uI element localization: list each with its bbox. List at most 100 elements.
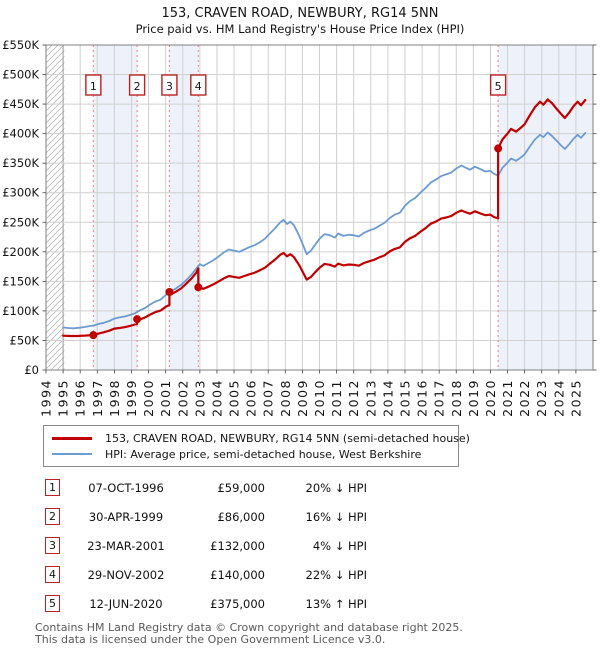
chart-legend: 153, CRAVEN ROAD, NEWBURY, RG14 5NN (sem… bbox=[43, 425, 470, 467]
table-row: 4 29-NOV-2002 £140,000 22% ↓ HPI bbox=[45, 560, 600, 589]
table-row: 1 07-OCT-1996 £59,000 20% ↓ HPI bbox=[45, 473, 600, 502]
svg-text:4: 4 bbox=[195, 80, 202, 93]
sale-number-badge: 5 bbox=[45, 595, 60, 612]
legend-item-hpi: HPI: Average price, semi-detached house,… bbox=[52, 446, 450, 462]
sale-marker-lines bbox=[92, 45, 499, 370]
svg-text:2002: 2002 bbox=[175, 379, 190, 417]
sales-table: 1 07-OCT-1996 £59,000 20% ↓ HPI 2 30-APR… bbox=[45, 473, 600, 618]
gridlines bbox=[46, 45, 593, 370]
footer-line1: Contains HM Land Registry data © Crown c… bbox=[35, 621, 463, 634]
ownership-bands bbox=[93, 45, 593, 370]
svg-text:2010: 2010 bbox=[312, 379, 327, 417]
chart-header: 153, CRAVEN ROAD, NEWBURY, RG14 5NN Pric… bbox=[0, 0, 600, 37]
footer-line2: This data is licensed under the Open Gov… bbox=[35, 632, 386, 646]
svg-text:2013: 2013 bbox=[363, 379, 378, 417]
svg-text:2012: 2012 bbox=[346, 379, 361, 417]
svg-text:£500K: £500K bbox=[2, 68, 39, 82]
svg-text:£100K: £100K bbox=[2, 304, 39, 318]
license-footer: Contains HM Land Registry data © Crown c… bbox=[35, 622, 600, 645]
sale-vs-hpi: 20% ↓ HPI bbox=[305, 480, 367, 495]
page-title: 153, CRAVEN ROAD, NEWBURY, RG14 5NN bbox=[161, 6, 439, 21]
legend-item-property: 153, CRAVEN ROAD, NEWBURY, RG14 5NN (sem… bbox=[52, 430, 470, 446]
sale-price: £140,000 bbox=[210, 567, 265, 582]
svg-text:£0: £0 bbox=[24, 363, 39, 377]
svg-text:2016: 2016 bbox=[415, 379, 430, 417]
sale-date: 30-APR-1999 bbox=[88, 509, 164, 524]
svg-text:2005: 2005 bbox=[227, 379, 242, 417]
svg-text:£350K: £350K bbox=[2, 156, 39, 170]
sale-vs-hpi: 13% ↑ HPI bbox=[305, 596, 367, 611]
svg-text:2014: 2014 bbox=[380, 379, 395, 417]
sale-marker-badges: 1 2 3 4 5 bbox=[85, 74, 507, 96]
svg-text:£250K: £250K bbox=[2, 215, 39, 229]
sale-date: 23-MAR-2001 bbox=[87, 538, 165, 553]
sale-price: £375,000 bbox=[210, 596, 265, 611]
svg-text:5: 5 bbox=[495, 80, 502, 93]
sale-number-badge: 1 bbox=[45, 479, 60, 496]
svg-text:2019: 2019 bbox=[466, 379, 481, 417]
svg-text:£150K: £150K bbox=[2, 274, 39, 288]
svg-text:1997: 1997 bbox=[90, 379, 105, 417]
svg-text:£400K: £400K bbox=[2, 127, 39, 141]
sale-points bbox=[89, 144, 503, 340]
price-chart: £0 £50K £100K £150K £200K £250K £300K £350K £400… bbox=[2, 38, 597, 417]
y-axis-labels: £0 £50K £100K £150K £200K £250K £300K £350K £400… bbox=[2, 38, 39, 377]
svg-text:£200K: £200K bbox=[2, 245, 39, 259]
svg-text:3: 3 bbox=[166, 80, 173, 93]
svg-text:1999: 1999 bbox=[124, 379, 139, 417]
svg-text:2008: 2008 bbox=[278, 379, 293, 417]
svg-text:£450K: £450K bbox=[2, 97, 39, 111]
svg-text:2: 2 bbox=[134, 80, 141, 93]
svg-text:1: 1 bbox=[90, 80, 97, 93]
table-row: 2 30-APR-1999 £86,000 16% ↓ HPI bbox=[45, 502, 600, 531]
hpi-series-line bbox=[62, 131, 587, 330]
svg-text:2022: 2022 bbox=[517, 379, 532, 417]
page-subtitle: Price paid vs. HM Land Registry's House … bbox=[135, 22, 465, 36]
svg-text:£50K: £50K bbox=[10, 333, 40, 347]
sale-date: 12-JUN-2020 bbox=[89, 596, 163, 611]
svg-text:2000: 2000 bbox=[141, 379, 156, 417]
hpi-line-swatch-icon bbox=[52, 453, 92, 455]
svg-text:2018: 2018 bbox=[449, 379, 464, 417]
svg-text:1994: 1994 bbox=[39, 379, 54, 417]
svg-text:1998: 1998 bbox=[107, 379, 122, 417]
svg-text:2007: 2007 bbox=[261, 379, 276, 417]
sale-date: 29-NOV-2002 bbox=[87, 567, 165, 582]
svg-text:2020: 2020 bbox=[483, 379, 498, 417]
sale-date: 07-OCT-1996 bbox=[88, 480, 164, 495]
legend-hpi-label: HPI: Average price, semi-detached house,… bbox=[105, 447, 422, 461]
sale-price: £86,000 bbox=[217, 509, 265, 524]
svg-text:1995: 1995 bbox=[56, 379, 71, 417]
sale-vs-hpi: 22% ↓ HPI bbox=[305, 567, 367, 582]
table-row: 5 12-JUN-2020 £375,000 13% ↑ HPI bbox=[45, 589, 600, 618]
svg-text:2023: 2023 bbox=[534, 379, 549, 417]
svg-text:2006: 2006 bbox=[244, 379, 259, 417]
svg-text:£550K: £550K bbox=[2, 38, 39, 52]
legend-property-label: 153, CRAVEN ROAD, NEWBURY, RG14 5NN (sem… bbox=[105, 431, 470, 445]
svg-text:£300K: £300K bbox=[2, 186, 39, 200]
svg-text:2017: 2017 bbox=[432, 379, 447, 417]
sale-number-badge: 4 bbox=[45, 566, 60, 583]
no-data-hatch bbox=[46, 45, 65, 370]
svg-text:1996: 1996 bbox=[73, 379, 88, 417]
property-line-swatch-icon bbox=[52, 436, 92, 440]
svg-text:2003: 2003 bbox=[192, 379, 207, 417]
svg-text:2021: 2021 bbox=[500, 379, 515, 417]
svg-text:2004: 2004 bbox=[209, 379, 224, 417]
sale-number-badge: 3 bbox=[45, 537, 60, 554]
svg-text:2009: 2009 bbox=[295, 379, 310, 417]
sale-vs-hpi: 16% ↓ HPI bbox=[305, 509, 367, 524]
table-row: 3 23-MAR-2001 £132,000 4% ↓ HPI bbox=[45, 531, 600, 560]
sale-number-badge: 2 bbox=[45, 508, 60, 525]
property-series-line bbox=[61, 98, 587, 338]
axis-ticks bbox=[42, 44, 597, 374]
x-axis-labels: 1994 1995 1996 1997 1998 1999 2000 2001 2002 2003… bbox=[39, 379, 584, 417]
svg-text:2015: 2015 bbox=[397, 379, 412, 417]
svg-text:2001: 2001 bbox=[158, 379, 173, 417]
sale-vs-hpi: 4% ↓ HPI bbox=[312, 538, 367, 553]
sale-price: £59,000 bbox=[217, 480, 265, 495]
svg-text:2011: 2011 bbox=[329, 379, 344, 417]
sale-price: £132,000 bbox=[210, 538, 265, 553]
svg-text:2024: 2024 bbox=[551, 379, 566, 417]
